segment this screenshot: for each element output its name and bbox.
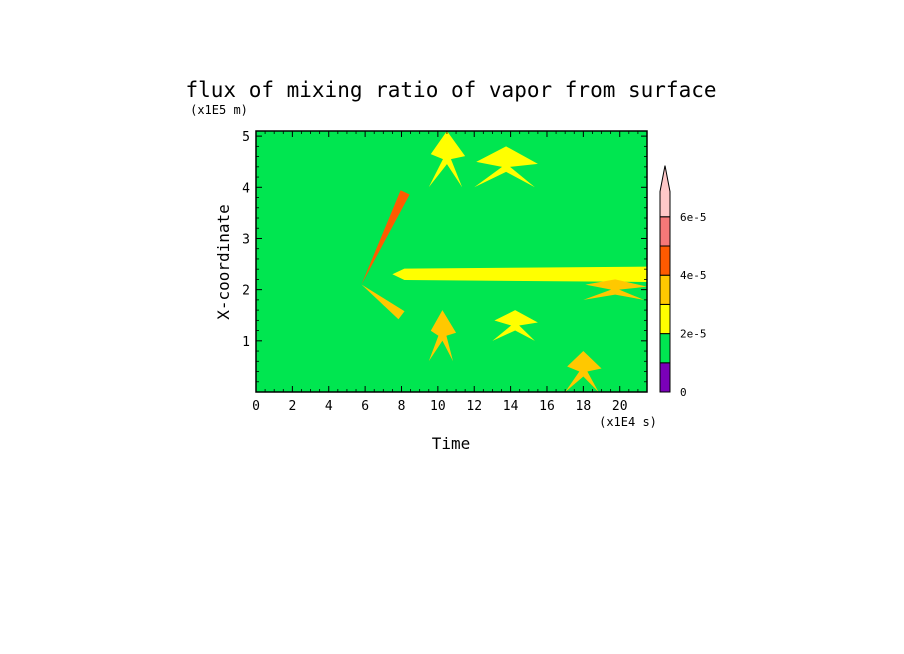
colorbar-tick-label: 6e-5 <box>680 211 707 224</box>
colorbar-level <box>659 303 671 335</box>
y-tick-label: 4 <box>242 181 250 196</box>
colorbar-level <box>659 216 671 247</box>
x-axis-label: Time <box>432 434 471 453</box>
x-tick-label: 4 <box>325 399 333 414</box>
plot-frame <box>255 130 648 393</box>
y-axis-ticks: 1 2 3 4 5 <box>242 130 647 383</box>
heatmap-feature-5 <box>474 146 538 188</box>
colorbar-level <box>659 333 671 364</box>
colorbar: 0 2e-5 4e-5 6e-5 <box>659 165 707 399</box>
y-tick-label: 1 <box>242 335 250 350</box>
y-tick-label: 5 <box>242 130 250 145</box>
heatmap-feature-6 <box>428 310 457 362</box>
heatmap-background <box>256 131 647 392</box>
colorbar-extend-max <box>659 165 671 218</box>
heatmap-feature-3 <box>361 284 405 320</box>
heatmap-feature-1 <box>392 266 647 282</box>
y-axis-unit: (x1E5 m) <box>190 103 248 117</box>
x-tick-label: 6 <box>361 399 369 414</box>
x-tick-label: 18 <box>576 399 592 414</box>
y-axis-label: X-coordinate <box>214 204 233 320</box>
x-tick-label: 16 <box>539 399 555 414</box>
x-axis-ticks: 0 2 4 6 8 10 12 14 16 18 20 <box>252 131 639 414</box>
x-tick-label: 8 <box>398 399 406 414</box>
x-tick-label: 20 <box>612 399 628 414</box>
heatmap-feature-9 <box>583 279 647 300</box>
x-tick-label: 0 <box>252 399 260 414</box>
heatmap-feature-4 <box>428 131 466 188</box>
colorbar-level <box>659 274 671 305</box>
colorbar-tick-label: 2e-5 <box>680 328 707 341</box>
heatmap-features <box>361 131 647 392</box>
colorbar-tick-label: 4e-5 <box>680 269 707 282</box>
x-axis-unit: (x1E4 s) <box>599 415 657 429</box>
x-tick-label: 14 <box>503 399 519 414</box>
y-tick-label: 3 <box>242 232 250 247</box>
x-tick-label: 12 <box>466 399 482 414</box>
colorbar-level <box>659 245 671 276</box>
colorbar-tick-label: 0 <box>680 386 687 399</box>
heatmap-feature-2 <box>361 190 410 285</box>
heatmap-feature-7 <box>492 310 538 341</box>
heatmap-feature-8 <box>565 351 602 392</box>
x-tick-label: 10 <box>430 399 446 414</box>
x-tick-label: 2 <box>288 399 296 414</box>
y-tick-label: 2 <box>242 284 250 299</box>
colorbar-level <box>659 362 671 393</box>
chart-title: flux of mixing ratio of vapor from surfa… <box>185 78 716 102</box>
